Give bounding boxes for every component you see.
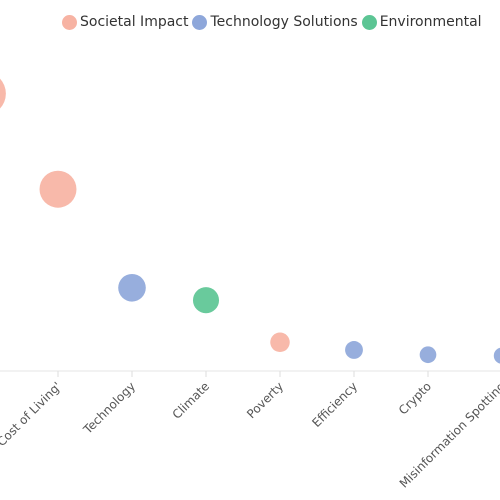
x-tick-label: Climate	[170, 379, 213, 422]
chart-legend: Societal Impact Technology Solutions Env…	[62, 14, 486, 30]
bubble-point[interactable]	[0, 72, 6, 116]
bubble-point[interactable]	[493, 347, 500, 364]
x-tick-label: Poverty	[244, 379, 286, 421]
legend-swatch-societal-impact	[62, 14, 77, 30]
x-tick-label: Cost of Living'	[0, 379, 64, 449]
bubbles-layer	[0, 72, 500, 364]
bubble-point[interactable]	[345, 341, 363, 359]
legend-swatch-environmental	[361, 14, 377, 30]
x-axis-ticks: Cost of Living' Technology Climate Poverty E…	[0, 371, 500, 491]
legend-label-environmental: Environmental	[379, 14, 482, 30]
bubble-point[interactable]	[39, 170, 77, 208]
bubble-point[interactable]	[270, 332, 290, 353]
x-tick-label: Crypto	[396, 379, 434, 417]
legend-label-societal-impact: Societal Impact	[80, 14, 189, 30]
legend-item-environmental[interactable]: Environmental	[361, 14, 482, 30]
bubble-point[interactable]	[118, 273, 146, 302]
bubble-point[interactable]	[419, 346, 437, 364]
x-tick-label: Technology	[80, 379, 138, 437]
legend-label-technology-solutions: Technology Solutions	[210, 14, 358, 30]
x-tick-label: Efficiency	[309, 379, 360, 430]
legend-item-technology-solutions[interactable]: Technology Solutions	[192, 14, 358, 30]
bubble-point[interactable]	[192, 287, 220, 314]
legend-swatch-technology-solutions	[192, 14, 208, 30]
legend-item-societal-impact[interactable]: Societal Impact	[62, 14, 188, 30]
